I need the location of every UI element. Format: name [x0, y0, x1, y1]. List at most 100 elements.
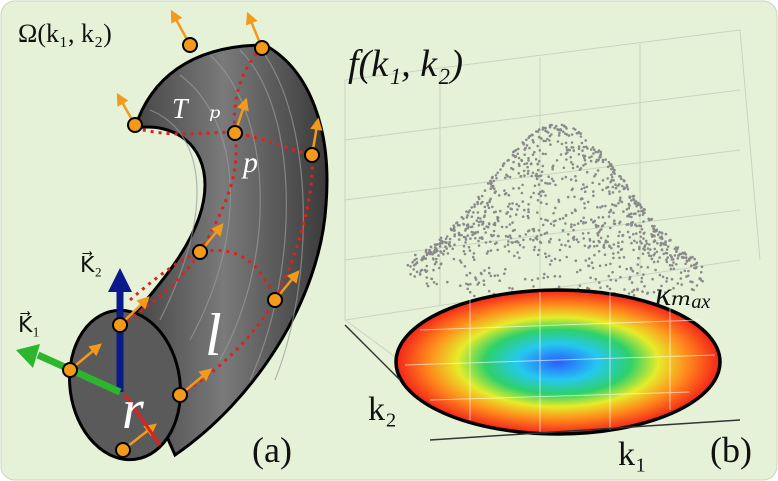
cloud-point [527, 159, 530, 162]
cloud-point [589, 245, 592, 248]
cloud-point [602, 179, 605, 182]
cloud-point [582, 183, 585, 186]
cloud-point [592, 240, 595, 243]
cloud-point [562, 217, 565, 220]
cloud-point [579, 285, 582, 288]
cloud-point [470, 226, 473, 229]
cloud-point [610, 209, 613, 212]
cloud-point [428, 252, 431, 255]
cloud-point [512, 187, 515, 190]
cloud-point [606, 177, 609, 180]
cloud-point [466, 216, 469, 219]
cloud-point [599, 286, 602, 289]
cloud-point [453, 243, 456, 246]
cloud-point [598, 183, 601, 186]
cloud-point [640, 280, 643, 283]
cloud-point [591, 261, 594, 264]
cloud-point [481, 237, 484, 240]
cloud-point [536, 163, 539, 166]
cloud-point [502, 163, 505, 166]
cloud-point [562, 229, 565, 232]
kappa-label: κₘₐₓ [655, 276, 712, 313]
cloud-point [584, 159, 587, 162]
cloud-point [592, 152, 595, 155]
cloud-point [597, 151, 600, 154]
cloud-point [634, 212, 637, 215]
cloud-point [522, 246, 525, 249]
cloud-point [627, 223, 630, 226]
cloud-point [602, 159, 605, 162]
cloud-point [536, 235, 539, 238]
cloud-point [615, 187, 618, 190]
cloud-point [667, 245, 670, 248]
cloud-point [573, 224, 576, 227]
cloud-point [488, 222, 491, 225]
cloud-point [542, 191, 545, 194]
cloud-point [538, 249, 541, 252]
cloud-point [433, 281, 436, 284]
cloud-point [671, 264, 674, 267]
cloud-point [618, 231, 621, 234]
cloud-point [648, 243, 651, 246]
cloud-point [527, 203, 530, 206]
cloud-point [413, 275, 416, 278]
cloud-point [661, 249, 664, 252]
cloud-point [651, 235, 654, 238]
cloud-point [532, 139, 535, 142]
cloud-point [483, 283, 486, 286]
cloud-point [618, 175, 621, 178]
cloud-point [515, 213, 518, 216]
cloud-point [562, 130, 565, 133]
cloud-point [590, 155, 593, 158]
cloud-point [450, 228, 453, 231]
cloud-point [525, 233, 528, 236]
cloud-point [538, 183, 541, 186]
cloud-point [467, 234, 470, 237]
cloud-point [685, 257, 688, 260]
cloud-point [506, 175, 509, 178]
cloud-point [582, 221, 585, 224]
cloud-point [512, 161, 515, 164]
cloud-point [558, 239, 561, 242]
cloud-point [530, 163, 533, 166]
cloud-point [628, 207, 631, 210]
cloud-point [608, 190, 611, 193]
cloud-point [677, 246, 680, 249]
cloud-point [580, 135, 583, 138]
cloud-point [421, 269, 424, 272]
cloud-point [591, 182, 594, 185]
cloud-point [589, 276, 592, 279]
cloud-point [490, 185, 493, 188]
cloud-point [630, 242, 633, 245]
cloud-point [538, 175, 541, 178]
cloud-point [524, 278, 527, 281]
cloud-point [433, 251, 436, 254]
cloud-point [669, 264, 672, 267]
cloud-point [453, 258, 456, 261]
cloud-point [542, 224, 545, 227]
cloud-point [463, 223, 466, 226]
cloud-point [413, 264, 416, 267]
cloud-point [560, 153, 563, 156]
cloud-point [567, 196, 570, 199]
cloud-point [552, 180, 555, 183]
cloud-point [540, 218, 543, 221]
cloud-point [489, 180, 492, 183]
cloud-point [582, 164, 585, 167]
cloud-point [465, 274, 468, 277]
cloud-point [582, 237, 585, 240]
cloud-point [407, 264, 410, 267]
cloud-point [445, 242, 448, 245]
cloud-point [483, 279, 486, 282]
cloud-point [635, 203, 638, 206]
cloud-point [535, 174, 538, 177]
cloud-point [557, 140, 560, 143]
cloud-point [608, 161, 611, 164]
cloud-point [472, 211, 475, 214]
cloud-point [469, 272, 472, 275]
cloud-point [653, 229, 656, 232]
cloud-point [539, 149, 542, 152]
cloud-point [565, 256, 568, 259]
cloud-point [635, 225, 638, 228]
cloud-point [528, 147, 531, 150]
